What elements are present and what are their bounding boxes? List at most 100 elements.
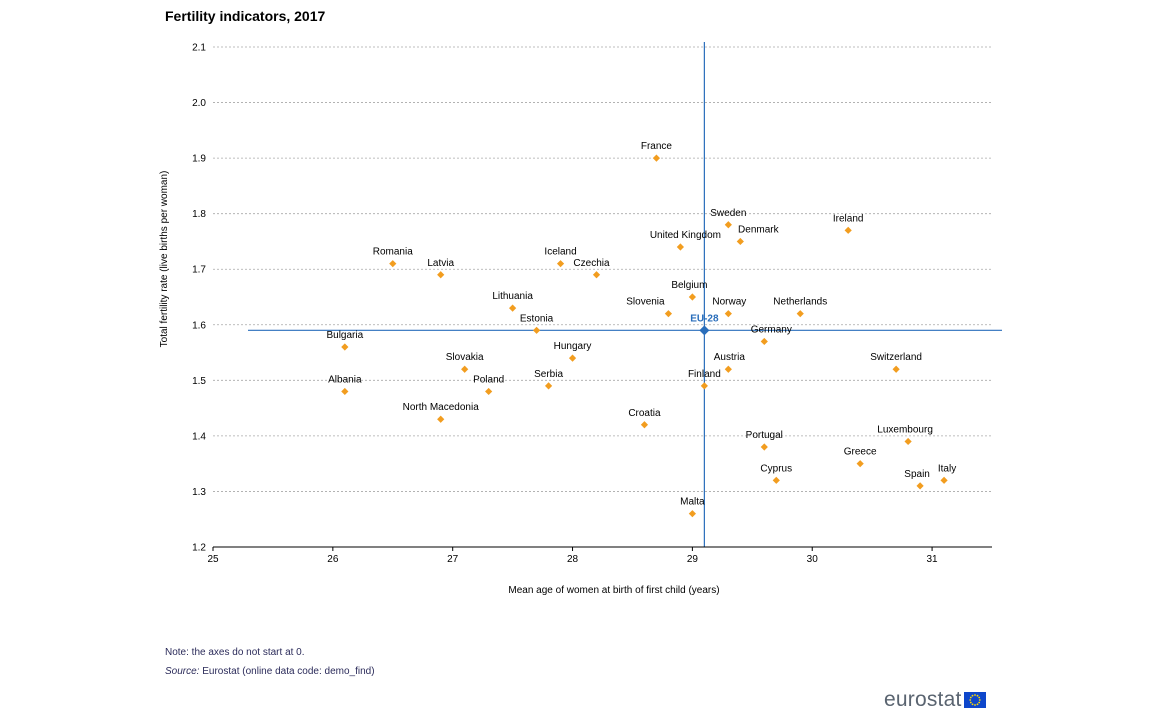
data-point[interactable] (844, 226, 852, 234)
point-label: Cyprus (760, 463, 792, 474)
y-tick-label: 1.8 (192, 209, 206, 220)
data-point[interactable] (556, 260, 565, 268)
data-point[interactable] (736, 237, 744, 246)
data-point[interactable] (760, 443, 768, 451)
point-label: North Macedonia (403, 402, 480, 413)
y-tick-label: 1.3 (192, 487, 206, 498)
data-point[interactable] (940, 476, 948, 484)
eu-reference-lines (248, 42, 1002, 547)
data-point[interactable] (640, 421, 649, 429)
axes: 1.2 1.3 1.4 1.5 1.6 1.7 1.8 1.9 2.0 2.1 25 26 27 28 29… (192, 43, 992, 565)
x-tick-label: 31 (927, 554, 939, 565)
source-label: Source: (165, 666, 200, 677)
y-tick-label: 2.1 (192, 43, 206, 54)
point-label: United Kingdom (650, 230, 721, 241)
point-label: Luxembourg (877, 424, 933, 435)
data-point[interactable] (389, 260, 397, 268)
logo-text: eurostat (884, 688, 962, 711)
data-point[interactable] (592, 271, 601, 279)
point-label: Hungary (554, 341, 592, 352)
data-point[interactable] (724, 365, 732, 373)
data-point[interactable] (772, 476, 780, 484)
x-tick-label: 26 (327, 554, 339, 565)
x-axis-title: Mean age of women at birth of first chil… (508, 585, 719, 596)
data-point[interactable] (437, 415, 445, 423)
eu-reference-point[interactable] (699, 325, 710, 336)
point-label: Spain (904, 469, 930, 480)
point-label: Lithuania (492, 291, 533, 302)
x-tick-label: 25 (207, 554, 219, 565)
data-point[interactable] (688, 510, 696, 518)
data-point[interactable] (760, 337, 768, 346)
data-point[interactable] (724, 221, 732, 229)
data-point[interactable] (544, 382, 553, 390)
eurostat-logo: eurostat (884, 688, 987, 712)
point-label: Croatia (628, 408, 661, 419)
footnote: Note: the axes do not start at 0. (165, 647, 305, 658)
data-point[interactable] (461, 365, 469, 373)
point-label: Bulgaria (326, 330, 363, 341)
y-tick-label: 1.4 (192, 431, 206, 442)
data-point[interactable] (568, 354, 577, 362)
data-point[interactable] (904, 437, 912, 446)
point-label: Sweden (710, 208, 746, 219)
point-label: Austria (714, 352, 746, 363)
data-point[interactable] (509, 304, 517, 312)
source-line: Source: Eurostat (online data code: demo… (165, 666, 375, 677)
y-tick-label: 1.2 (192, 543, 206, 554)
data-point[interactable] (652, 154, 661, 162)
point-label: Serbia (534, 369, 563, 380)
point-label: Romania (373, 247, 413, 258)
point-label: France (641, 141, 673, 152)
chart-title: Fertility indicators, 2017 (165, 8, 326, 24)
point-label: Estonia (520, 313, 554, 324)
data-point[interactable] (916, 482, 924, 490)
data-point[interactable] (700, 382, 708, 390)
x-tick-label: 30 (807, 554, 819, 565)
y-tick-label: 1.6 (192, 320, 206, 331)
data-point[interactable] (664, 310, 673, 318)
data-point[interactable] (341, 387, 349, 396)
point-labels: France Sweden Ireland Denmark United Kingdom… (326, 141, 956, 508)
data-point[interactable] (341, 343, 349, 351)
point-label: Finland (688, 369, 721, 380)
point-label: Germany (751, 324, 792, 335)
point-label: Albania (328, 374, 362, 385)
eu-flag-icon (964, 692, 987, 708)
y-tick-label: 1.5 (192, 376, 206, 387)
point-label: Italy (938, 463, 956, 474)
data-point[interactable] (485, 387, 493, 396)
point-label: Czechia (573, 258, 610, 269)
data-point[interactable] (688, 293, 696, 301)
point-label: Netherlands (773, 297, 827, 308)
point-label: Belgium (671, 280, 707, 291)
point-label: Iceland (544, 247, 576, 258)
gridlines (213, 46, 992, 492)
data-points (341, 154, 948, 518)
point-label: Malta (680, 497, 705, 508)
y-axis-title: Total fertility rate (live births per wo… (159, 171, 170, 348)
point-label: Latvia (427, 258, 454, 269)
x-tick-label: 27 (447, 554, 459, 565)
eu-reference-label: EU-28 (690, 313, 719, 324)
point-label: Portugal (746, 430, 783, 441)
y-tick-label: 1.7 (192, 265, 206, 276)
data-point[interactable] (892, 365, 900, 373)
point-label: Greece (844, 447, 877, 458)
data-point[interactable] (437, 271, 445, 279)
point-label: Norway (712, 297, 746, 308)
scatter-chart: 1.2 1.3 1.4 1.5 1.6 1.7 1.8 1.9 2.0 2.1 25 26 27 28 29… (159, 42, 1002, 596)
data-point[interactable] (856, 460, 864, 468)
source-text: Eurostat (online data code: demo_find) (199, 666, 375, 677)
data-point[interactable] (532, 326, 541, 334)
point-label: Denmark (738, 224, 780, 235)
x-tick-label: 28 (567, 554, 579, 565)
x-tick-label: 29 (687, 554, 699, 565)
data-point[interactable] (676, 243, 684, 251)
point-label: Slovakia (446, 352, 484, 363)
point-label: Ireland (833, 213, 864, 224)
point-label: Poland (473, 374, 504, 385)
point-label: Slovenia (626, 297, 665, 308)
data-point[interactable] (796, 310, 804, 318)
data-point[interactable] (724, 310, 732, 318)
